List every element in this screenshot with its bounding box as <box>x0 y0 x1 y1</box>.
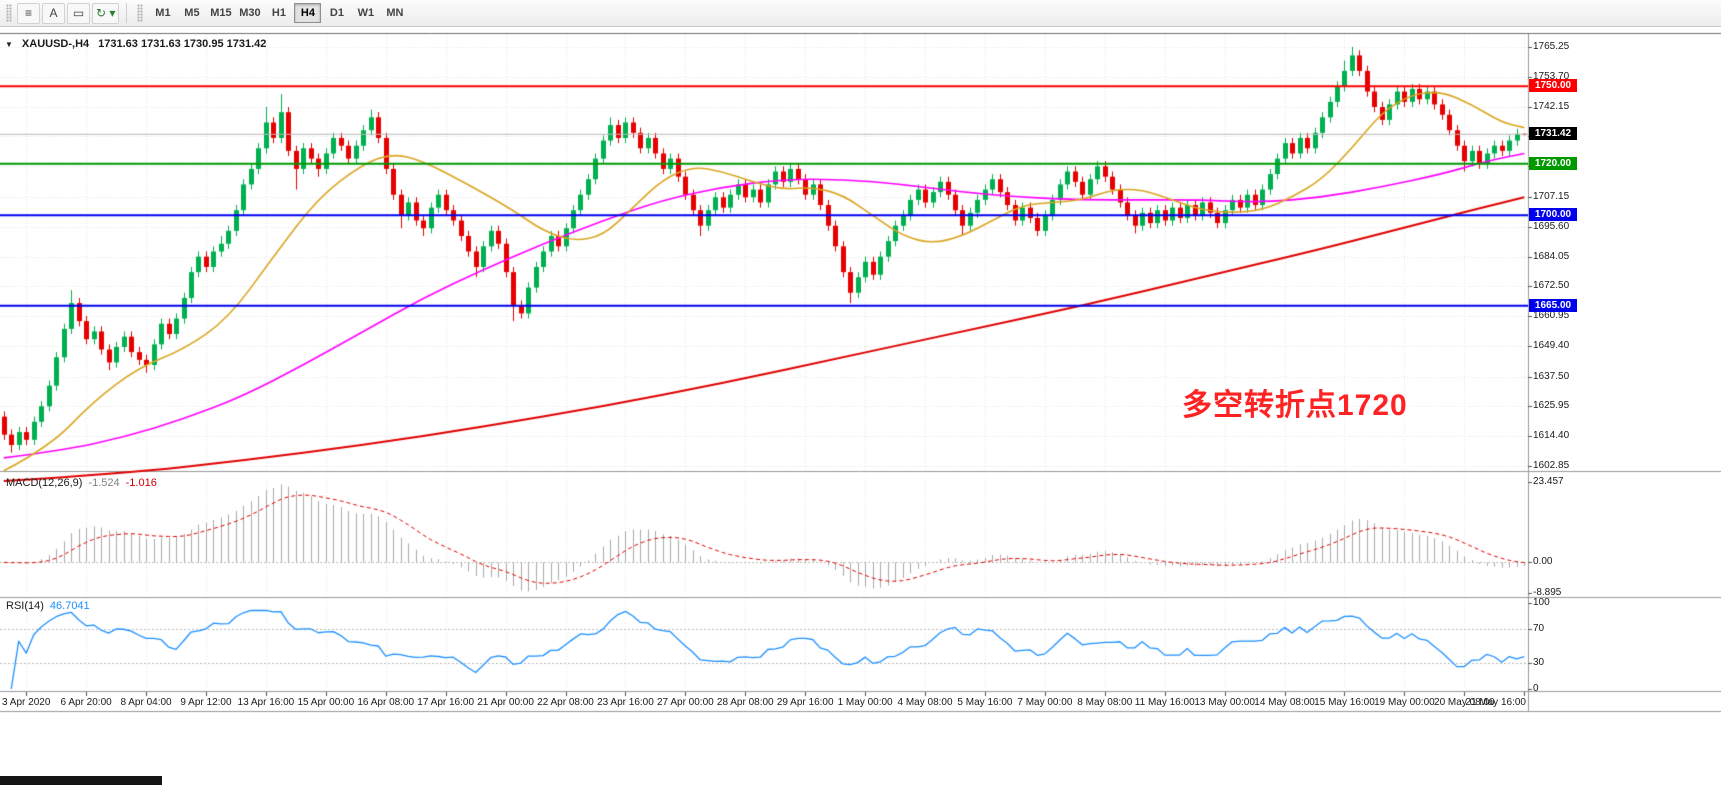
chart-title: ▼ XAUUSD-,H4 1731.63 1731.63 1730.95 173… <box>5 38 266 50</box>
macd-axis-label: 0.00 <box>1533 556 1553 568</box>
rsi-axis-label: 0 <box>1533 683 1539 694</box>
rsi-axis-label: 70 <box>1533 622 1545 634</box>
macd-value-main: -1.524 <box>88 477 120 489</box>
time-axis-label: 20 May 08:00 <box>1434 697 1495 708</box>
price-axis-label: 1660.95 <box>1533 310 1570 322</box>
time-axis-label: 23 Apr 16:00 <box>597 697 654 708</box>
price-axis-label: 1753.70 <box>1533 70 1570 82</box>
timeframe-m1[interactable]: M1 <box>149 3 176 23</box>
time-axis-label: 21 Apr 00:00 <box>477 697 534 708</box>
price-axis-label: 1672.50 <box>1533 280 1570 292</box>
text-tool-icon[interactable]: A <box>42 2 65 24</box>
toolbar-grip-2[interactable] <box>137 4 144 22</box>
macd-value-signal: -1.016 <box>125 477 157 489</box>
chart-annotation: 多空转折点1720 <box>1182 389 1408 422</box>
rsi-value: 46.7041 <box>49 600 90 612</box>
timeframe-toolbar: M1 M5 M15 M30 H1 H4 D1 W1 MN <box>148 3 409 23</box>
time-axis-label: 8 May 08:00 <box>1077 697 1133 708</box>
time-axis-label: 3 Apr 2020 <box>2 697 51 708</box>
macd-panel-label: MACD(12,26,9) -1.524 -1.016 <box>6 477 157 489</box>
time-axis-label: 9 Apr 12:00 <box>180 697 232 708</box>
chart-grid-icon[interactable]: ≡ <box>17 2 40 24</box>
price-level-badge: 1700.00 <box>1529 208 1577 222</box>
time-axis-label: 29 Apr 16:00 <box>776 697 834 708</box>
price-axis-label: 1637.50 <box>1533 370 1570 382</box>
time-axis-label: 5 May 16:00 <box>957 697 1013 708</box>
rsi-axis-label: 100 <box>1533 597 1550 608</box>
price-level-badge: 1665.00 <box>1529 298 1577 312</box>
time-axis-label: 13 Apr 16:00 <box>237 697 295 708</box>
time-axis-label: 7 May 00:00 <box>1017 697 1073 708</box>
time-axis-label: 8 Apr 04:00 <box>120 697 172 708</box>
time-axis-label: 1 May 00:00 <box>837 697 893 708</box>
price-axis-label: 1742.15 <box>1533 100 1570 112</box>
price-axis-label: 1625.95 <box>1533 400 1570 412</box>
time-axis-label: 15 Apr 00:00 <box>297 697 355 708</box>
toolbar: ≡ A ▭ ↻ ▾ M1 M5 M15 M30 H1 H4 D1 W1 MN <box>0 0 1721 27</box>
timeframe-m5[interactable]: M5 <box>178 3 205 23</box>
object-tool-icon[interactable]: ▭ <box>67 2 90 24</box>
toolbar-grip[interactable] <box>6 4 12 22</box>
time-axis-label: 21 May 16:00 <box>1465 697 1526 708</box>
rsi-label: RSI(14) <box>6 600 44 612</box>
price-axis-label: 1649.40 <box>1533 339 1570 351</box>
timeframe-mn[interactable]: MN <box>381 3 408 23</box>
time-axis-label: 6 Apr 20:00 <box>60 697 112 708</box>
macd-axis-label: -8.895 <box>1533 587 1562 598</box>
time-axis-label: 15 May 16:00 <box>1314 697 1375 708</box>
taskbar-fragment <box>0 776 162 785</box>
time-axis-label: 27 Apr 00:00 <box>656 697 714 708</box>
time-axis-label: 4 May 08:00 <box>897 697 953 708</box>
rsi-axis-label: 30 <box>1533 657 1545 669</box>
time-axis-label: 13 May 00:00 <box>1194 697 1255 708</box>
price-level-badge: 1720.00 <box>1529 156 1577 170</box>
timeframe-w1[interactable]: W1 <box>352 3 379 23</box>
price-axis-label: 1684.05 <box>1533 250 1570 262</box>
rsi-panel-label: RSI(14) 46.7041 <box>6 600 90 612</box>
time-axis-label: 17 Apr 16:00 <box>417 697 475 708</box>
macd-axis-label: 23.457 <box>1533 476 1564 487</box>
timeframe-m30[interactable]: M30 <box>236 3 263 23</box>
price-axis-label: 1695.60 <box>1533 220 1570 232</box>
price-axis-label: 1765.25 <box>1533 41 1570 53</box>
drawing-tools-group: ≡ A ▭ ↻ ▾ <box>17 2 120 24</box>
time-axis-label: 22 Apr 08:00 <box>537 697 594 708</box>
timeframe-h1[interactable]: H1 <box>265 3 292 23</box>
symbol-period-label: XAUUSD-,H4 <box>21 38 90 50</box>
macd-label: MACD(12,26,9) <box>6 477 83 489</box>
time-axis-label: 16 Apr 08:00 <box>357 697 415 708</box>
price-level-badge: 1750.00 <box>1529 79 1577 93</box>
ohlc-values: 1731.63 1731.63 1730.95 1731.42 <box>98 38 267 50</box>
time-axis-label: 19 May 00:00 <box>1374 697 1435 708</box>
timeframe-m15[interactable]: M15 <box>207 3 234 23</box>
timeframe-d1[interactable]: D1 <box>323 3 350 23</box>
price-axis-label: 1707.15 <box>1533 190 1570 202</box>
current-price-badge: 1731.42 <box>1529 127 1577 141</box>
time-axis-label: 11 May 16:00 <box>1134 697 1195 708</box>
price-axis-label: 1602.85 <box>1533 460 1570 471</box>
price-axis-label: 1614.40 <box>1533 430 1570 442</box>
toolbar-separator <box>126 3 128 23</box>
time-axis-label: 28 Apr 08:00 <box>716 697 774 708</box>
template-tool-icon[interactable]: ↻ ▾ <box>92 2 120 24</box>
symbol-dropdown-icon[interactable]: ▼ <box>5 39 13 49</box>
timeframe-h4[interactable]: H4 <box>294 3 322 23</box>
time-axis-label: 14 May 08:00 <box>1254 697 1315 708</box>
